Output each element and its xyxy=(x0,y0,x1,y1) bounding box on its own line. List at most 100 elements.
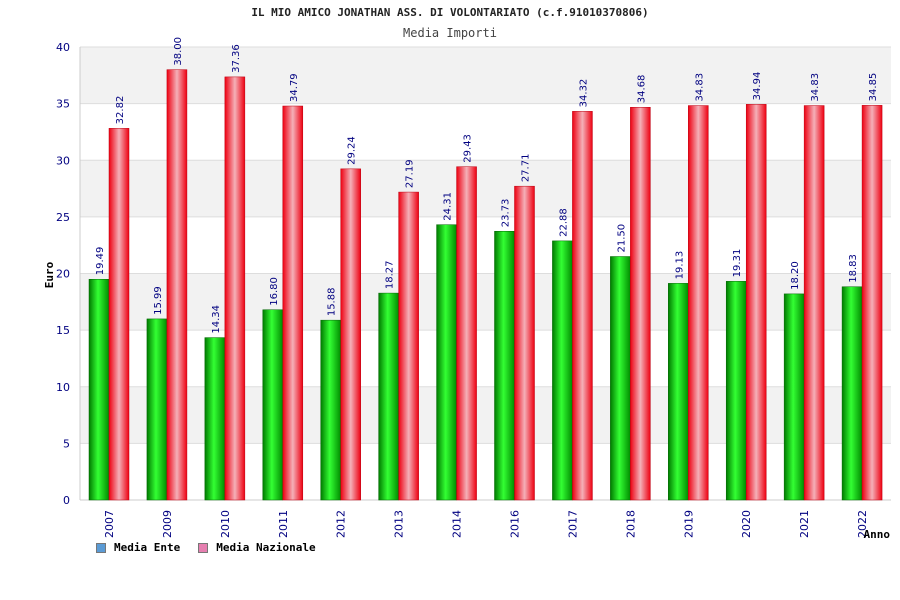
data-label: 19.13 xyxy=(674,251,685,280)
data-label: 34.83 xyxy=(810,73,821,102)
bar-media-ente-2017 xyxy=(552,240,573,501)
bar-media-nazionale-2010 xyxy=(224,76,246,501)
y-tick-label: 15 xyxy=(56,324,70,337)
legend-item-media-ente: Media Ente xyxy=(96,541,180,554)
y-tick-label: 25 xyxy=(56,211,70,224)
bar-media-nazionale-2014 xyxy=(456,166,477,501)
x-tick-label: 2010 xyxy=(219,510,232,538)
bar-media-nazionale-2012 xyxy=(340,168,361,501)
data-label: 15.99 xyxy=(153,286,164,315)
bar-media-nazionale-2017 xyxy=(572,111,593,501)
data-label: 21.50 xyxy=(616,224,627,253)
x-tick-label: 2019 xyxy=(682,510,695,538)
grid-band xyxy=(80,273,891,331)
data-label: 22.88 xyxy=(558,208,569,237)
y-tick-label: 0 xyxy=(63,494,70,507)
grid-band xyxy=(80,386,891,444)
data-label: 15.88 xyxy=(327,288,338,317)
data-label: 27.19 xyxy=(405,159,416,188)
data-label: 34.94 xyxy=(752,72,763,101)
bar-media-ente-2019 xyxy=(668,283,689,501)
y-tick-label: 40 xyxy=(56,41,70,54)
y-tick-label: 30 xyxy=(56,154,70,167)
data-label: 24.31 xyxy=(443,192,454,221)
x-tick-label: 2009 xyxy=(161,510,174,538)
legend-swatch-media-nazionale xyxy=(198,542,209,553)
data-label: 34.85 xyxy=(868,73,879,102)
grid-band xyxy=(80,103,891,161)
bar-media-ente-2021 xyxy=(783,293,805,501)
data-label: 18.83 xyxy=(848,254,859,283)
x-tick-label: 2022 xyxy=(856,510,869,538)
x-tick-label: 2016 xyxy=(509,510,522,538)
data-label: 18.20 xyxy=(790,261,801,290)
legend-item-media-nazionale: Media Nazionale xyxy=(198,541,316,554)
bar-media-nazionale-2009 xyxy=(166,69,188,501)
grid-band xyxy=(80,443,891,500)
x-tick-label: 2021 xyxy=(798,510,811,538)
bar-media-nazionale-2018 xyxy=(630,106,651,501)
grid-band xyxy=(80,330,891,387)
x-tick-label: 2017 xyxy=(566,510,579,538)
grid-band xyxy=(80,216,891,274)
bar-media-ente-2014 xyxy=(436,224,457,501)
data-label: 34.68 xyxy=(636,75,647,104)
y-tick-label: 5 xyxy=(63,437,70,450)
x-axis-label: Anno xyxy=(864,528,891,541)
data-label: 34.32 xyxy=(578,79,589,108)
data-label: 19.49 xyxy=(95,247,106,276)
bar-media-nazionale-2022 xyxy=(861,105,883,501)
data-label: 29.43 xyxy=(463,134,474,163)
y-tick-label: 20 xyxy=(56,268,70,281)
bar-media-ente-2018 xyxy=(610,256,631,501)
bar-media-nazionale-2020 xyxy=(745,104,767,501)
x-tick-label: 2014 xyxy=(451,510,464,538)
bar-media-ente-2012 xyxy=(320,319,341,501)
data-label: 23.73 xyxy=(501,199,512,228)
y-tick-label: 35 xyxy=(56,98,70,111)
bar-media-nazionale-2016 xyxy=(514,185,535,501)
chart-subtitle: Media Importi xyxy=(403,26,497,40)
y-axis-label: Euro xyxy=(43,261,56,288)
x-tick-label: 2013 xyxy=(393,510,406,538)
chart-title: IL MIO AMICO JONATHAN ASS. DI VOLONTARIA… xyxy=(251,6,648,19)
bar-media-nazionale-2021 xyxy=(803,105,825,501)
legend: Media Ente Media Nazionale xyxy=(96,541,316,554)
data-label: 19.31 xyxy=(732,249,743,278)
bar-media-nazionale-2011 xyxy=(282,105,304,501)
x-tick-labels: 2007 2009 2010 2011 2012 2013 2014 2016 2017 2018… xyxy=(103,510,869,538)
data-label: 38.00 xyxy=(173,37,184,66)
data-label: 29.24 xyxy=(347,136,358,165)
data-label: 18.27 xyxy=(385,260,396,289)
grid-band xyxy=(80,47,891,104)
legend-swatch-media-ente xyxy=(96,542,106,553)
bar-media-ente-2007 xyxy=(88,279,110,501)
bar-media-ente-2013 xyxy=(378,292,399,501)
bar-media-ente-2009 xyxy=(146,318,168,501)
x-tick-label: 2011 xyxy=(277,510,290,538)
data-labels: 19.49 32.82 15.99 38.00 14.34 37.36 16.80 34.79… xyxy=(95,37,879,334)
legend-label-media-nazionale: Media Nazionale xyxy=(216,541,316,554)
data-label: 34.79 xyxy=(289,73,300,102)
data-label: 32.82 xyxy=(115,96,126,125)
bar-media-nazionale-2013 xyxy=(398,191,419,501)
bar-media-nazionale-2007 xyxy=(108,128,130,501)
data-label: 16.80 xyxy=(269,277,280,306)
data-label: 14.34 xyxy=(211,305,222,334)
x-tick-label: 2020 xyxy=(740,510,753,538)
bar-media-ente-2016 xyxy=(494,231,515,501)
data-label: 37.36 xyxy=(231,44,242,73)
legend-label-media-ente: Media Ente xyxy=(114,541,181,554)
bar-media-nazionale-2019 xyxy=(688,105,709,501)
data-label: 34.83 xyxy=(694,73,705,102)
grid-band xyxy=(80,160,891,217)
x-tick-label: 2007 xyxy=(103,510,116,538)
bars xyxy=(88,69,883,501)
y-tick-label: 10 xyxy=(56,381,70,394)
bar-media-ente-2010 xyxy=(204,337,226,501)
x-tick-label: 2018 xyxy=(624,510,637,538)
data-label: 27.71 xyxy=(521,154,532,183)
x-tick-label: 2012 xyxy=(335,510,348,538)
bar-media-ente-2020 xyxy=(725,281,747,501)
